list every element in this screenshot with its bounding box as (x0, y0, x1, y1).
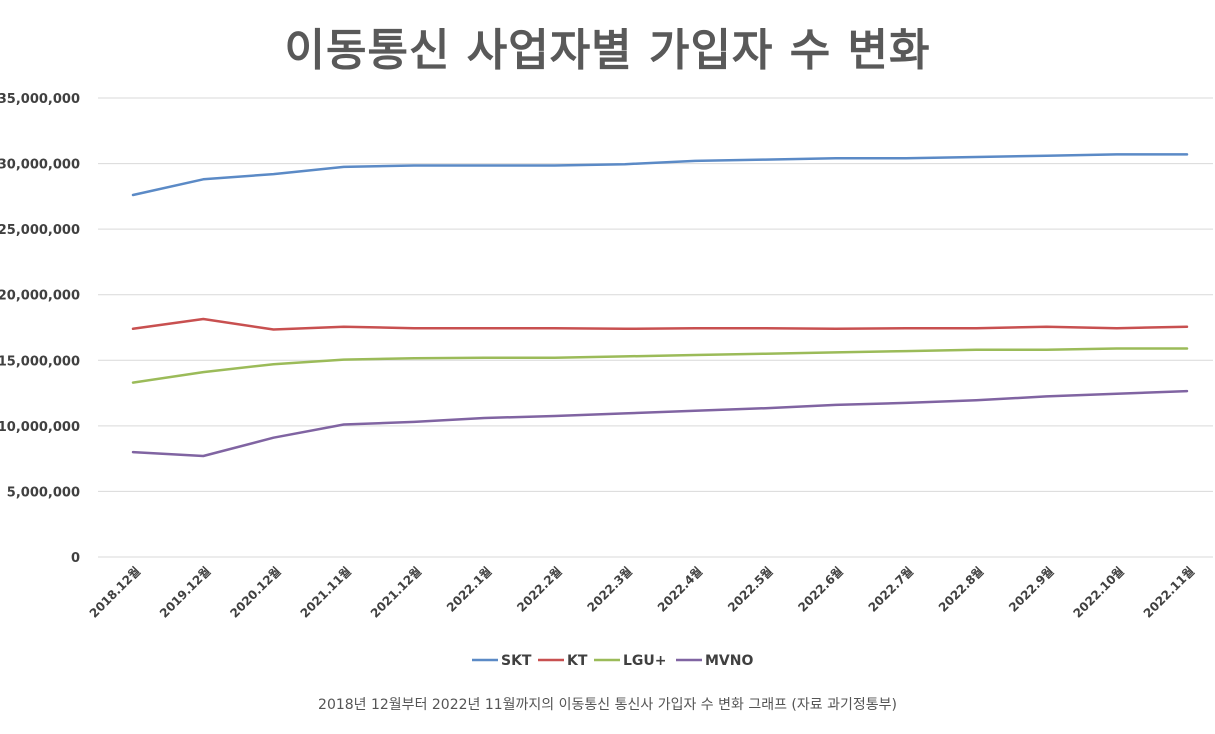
x-tick-label: 2022.11월 (1140, 564, 1197, 621)
legend-label: LGU+ (623, 653, 667, 669)
series-line-lgu (131, 347, 1189, 384)
series-line-mvno (131, 389, 1189, 458)
y-tick-label: 10,000,000 (0, 420, 80, 435)
legend: SKT KT LGU+ MVNO (472, 653, 753, 669)
series-lines (131, 153, 1189, 458)
x-tick-label: 2021.12월 (367, 564, 424, 621)
x-tick-label: 2021.11월 (297, 564, 354, 621)
x-tick-label: 2022.10월 (1070, 564, 1127, 621)
y-tick-label: 35,000,000 (0, 92, 80, 107)
x-tick-label: 2022.9월 (1005, 564, 1056, 615)
x-tick-label: 2019.12월 (156, 564, 213, 621)
y-tick-label: 20,000,000 (0, 289, 80, 304)
series-line-kt (131, 317, 1189, 331)
legend-label: SKT (501, 653, 532, 669)
y-axis: 0 5,000,000 10,000,000 15,000,000 20,000,000… (0, 92, 80, 566)
x-tick-label: 2022.5월 (724, 564, 775, 615)
series-line-skt (131, 153, 1189, 197)
x-tick-label: 2022.1월 (443, 564, 494, 615)
legend-label: KT (567, 653, 588, 669)
legend-label: MVNO (705, 653, 753, 669)
y-tick-label: 5,000,000 (7, 485, 80, 500)
x-axis: 2018.12월 2019.12월 2020.12월 2021.11월 2021.12월… (86, 564, 1197, 621)
x-tick-label: 2022.4월 (654, 564, 705, 615)
x-tick-label: 2022.8월 (935, 564, 986, 615)
x-tick-label: 2022.2월 (514, 564, 565, 615)
chart-title: 이동통신 사업자별 가입자 수 변화 (284, 25, 931, 76)
y-tick-label: 25,000,000 (0, 223, 80, 238)
x-tick-label: 2020.12월 (227, 564, 284, 621)
y-tick-label: 0 (71, 551, 80, 566)
line-chart: 0 5,000,000 10,000,000 15,000,000 20,000,000… (0, 92, 1213, 669)
figure-caption: 2018년 12월부터 2022년 11월까지의 이동통신 통신사 가입자 수 … (318, 697, 897, 713)
x-tick-label: 2022.7월 (865, 564, 916, 615)
y-tick-label: 15,000,000 (0, 354, 80, 369)
x-tick-label: 2022.3월 (584, 564, 635, 615)
y-tick-label: 30,000,000 (0, 158, 80, 173)
gridlines (98, 97, 1213, 558)
x-tick-label: 2022.6월 (795, 564, 846, 615)
x-tick-label: 2018.12월 (86, 564, 143, 621)
